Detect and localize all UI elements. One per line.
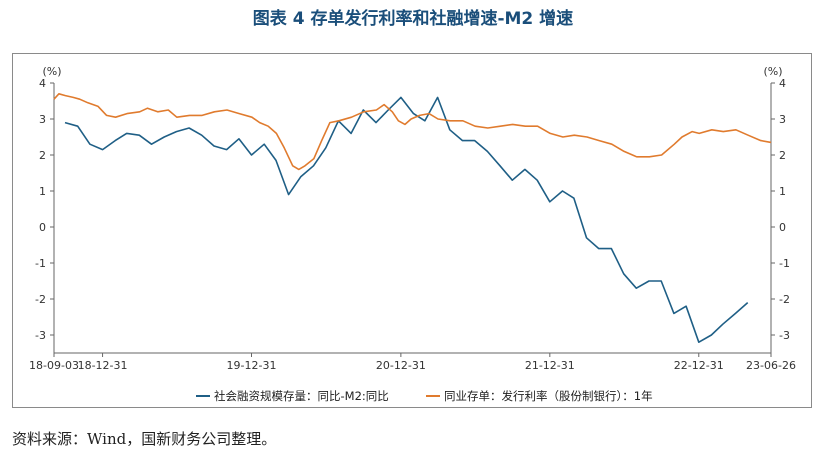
y-tick-label-right: 4 bbox=[779, 77, 786, 90]
x-tick-label: 18-09-03 bbox=[29, 359, 79, 372]
legend-label-2: 同业存单：发行利率（股份制银行）：1年 bbox=[444, 389, 653, 403]
series-line-1 bbox=[64, 96, 749, 344]
legend: 社会融资规模存量：同比-M2:同比 同业存单：发行利率（股份制银行）：1年 bbox=[196, 389, 653, 403]
chart-title: 图表 4 存单发行利率和社融增速-M2 增速 bbox=[252, 9, 574, 29]
source-note: 资料来源：Wind，国新财务公司整理。 bbox=[12, 430, 277, 448]
y-tick-label-left: 0 bbox=[39, 221, 46, 234]
y-tick-label-left: -1 bbox=[35, 257, 46, 270]
y-tick-label-right: 3 bbox=[779, 113, 786, 126]
y-unit-label-left: (%) bbox=[42, 65, 61, 78]
y-tick-label-right: -3 bbox=[779, 329, 790, 342]
y-tick-label-right: 1 bbox=[779, 185, 786, 198]
series-line-2 bbox=[53, 93, 772, 171]
y-tick-label-left: 3 bbox=[39, 113, 46, 126]
axes: (%) (%) -3 -3 -2 -2 -1 -1 0 0 1 1 2 2 3 3 4 4 18-09-0318-1… bbox=[29, 65, 796, 372]
y-tick-label-left: 4 bbox=[39, 77, 46, 90]
y-tick-label-left: -3 bbox=[35, 329, 46, 342]
y-tick-label-left: -2 bbox=[35, 293, 46, 306]
y-tick-label-right: -2 bbox=[779, 293, 790, 306]
y-tick-label-right: -1 bbox=[779, 257, 790, 270]
x-tick-label: 19-12-31 bbox=[227, 359, 277, 372]
x-tick-label: 18-12-31 bbox=[78, 359, 128, 372]
y-tick-label-right: 0 bbox=[779, 221, 786, 234]
x-tick-label: 21-12-31 bbox=[525, 359, 575, 372]
series-layer bbox=[53, 93, 772, 344]
y-tick-label-left: 1 bbox=[39, 185, 46, 198]
x-tick-label: 22-12-31 bbox=[674, 359, 724, 372]
y-unit-label-right: (%) bbox=[763, 65, 782, 78]
x-tick-label: 20-12-31 bbox=[376, 359, 426, 372]
y-tick-label-right: 2 bbox=[779, 149, 786, 162]
chart-frame bbox=[12, 53, 812, 408]
legend-label-1: 社会融资规模存量：同比-M2:同比 bbox=[214, 389, 389, 403]
y-tick-label-left: 2 bbox=[39, 149, 46, 162]
x-tick-label: 23-06-26 bbox=[746, 359, 796, 372]
